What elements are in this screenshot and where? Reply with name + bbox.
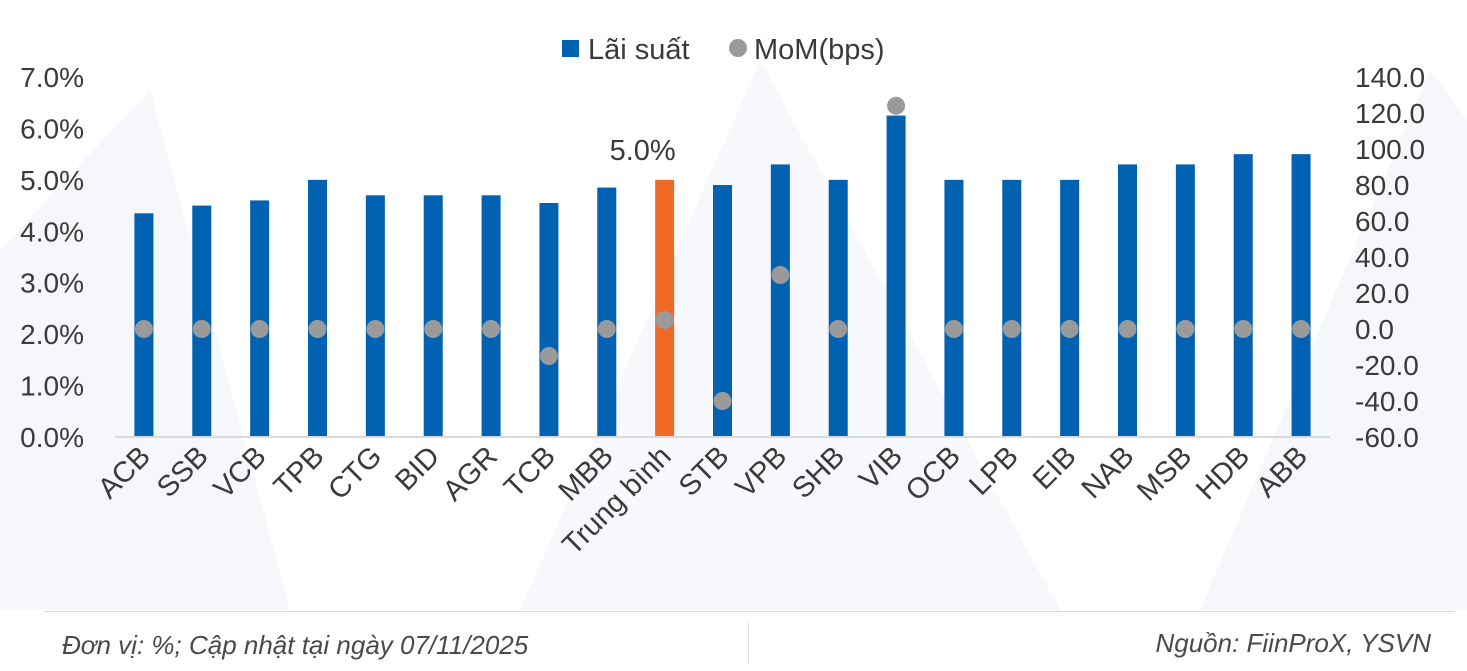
x-label-eib: EIB [1027,440,1083,496]
x-label-hdb: HDB [1190,440,1256,506]
left-axis-tick: 4.0% [20,216,84,247]
combo-chart: Lãi suất MoM(bps) 0.0% 1.0% 2.0% 3.0% 4.0% 5.0… [20,34,1467,610]
right-axis-tick: 20.0 [1355,278,1410,309]
bar-tcb [539,203,559,437]
mom-dot-acb [134,320,153,338]
mom-dot-tcb [539,347,558,365]
x-label-ctg: CTG [322,440,388,506]
mom-dot-nab [1118,320,1137,338]
footer-divider [44,611,1454,612]
legend-label-lai-suat: Lãi suất [588,34,690,66]
bar-bid [423,195,443,437]
bar-stb [713,185,732,437]
mom-dot-vib [887,96,906,115]
bar-eib [1060,179,1080,437]
bar-abb [1291,154,1311,437]
x-label-tpb: TPB [268,440,331,503]
left-axis-tick: 0.0% [20,422,84,453]
mom-dot-bid [424,320,443,338]
bar-agr [481,195,501,437]
right-axis-tick: -60.0 [1355,422,1419,453]
x-label-bid: BID [389,440,446,497]
source-note: Nguồn: FiinProX, YSVN [1155,628,1431,658]
bar-lpb [1002,179,1022,437]
bar-shb [828,179,848,437]
mom-dot-msb [1176,320,1195,338]
right-axis-tick: -40.0 [1355,386,1419,417]
x-label-agr: AGR [437,440,504,507]
chart-area: Lãi suất MoM(bps) 0.0% 1.0% 2.0% 3.0% 4.0% 5.0… [20,34,1467,610]
right-axis-tick: -20.0 [1355,350,1419,381]
unit-note: Đơn vị: %; Cập nhật tại ngày 07/11/2025 [62,630,529,660]
mom-dot-eib [1060,320,1079,338]
watermark-shape-center [520,60,1060,610]
legend-label-mom: MoM(bps) [754,34,885,66]
x-label-msb: MSB [1131,440,1198,507]
highlight-value-label: 5.0% [610,135,676,167]
right-axis-tick: 60.0 [1355,206,1410,237]
left-axis-tick: 6.0% [20,113,84,144]
right-axis-tick: 40.0 [1355,242,1410,273]
right-axis-tick: 140.0 [1355,62,1425,93]
mom-dot-abb [1292,320,1311,338]
right-axis-tick: 120.0 [1355,98,1425,129]
bar-mbb [597,187,617,437]
bar-msb [1175,164,1195,437]
right-axis-tick: 80.0 [1355,170,1410,201]
mom-dot-ctg [366,320,385,338]
mom-dot-ssb [192,320,211,338]
left-axis-tick: 2.0% [20,319,84,350]
mom-dot-lpb [1002,320,1021,338]
mom-dot-shb [829,320,848,338]
bar-tpb [308,179,327,437]
right-axis-tick: 0.0 [1355,314,1394,345]
bar-ocb [944,179,964,437]
bar-ctg [365,195,385,437]
mom-dot-mbb [597,320,616,338]
left-axis-tick: 5.0% [20,165,84,196]
mom-dot-tpb [308,320,327,338]
legend-dot-swatch [729,39,747,57]
mom-dot-vcb [250,320,269,338]
left-axis-tick: 7.0% [20,62,84,93]
x-label-tcb: TCB [498,440,562,504]
watermark-shape-right [1200,70,1467,610]
bar-vcb [250,200,270,437]
x-label-nab: NAB [1076,440,1141,505]
bar-vib [886,115,906,438]
bar-trung-bình [655,179,675,437]
mom-dot-trung-bình [655,311,674,329]
right-axis-tick: 100.0 [1355,134,1425,165]
bar-nab [1118,164,1137,437]
mom-dot-ocb [944,320,963,338]
bar-hdb [1233,154,1253,437]
mom-dot-stb [713,392,732,410]
left-axis-tick: 1.0% [20,371,84,402]
footer-separator [748,622,749,664]
bar-vpb [770,164,790,437]
mom-dot-agr [482,320,501,338]
mom-dot-hdb [1234,320,1253,338]
left-axis-tick: 3.0% [20,268,84,299]
legend-bar-swatch [562,40,579,57]
mom-dot-vpb [771,266,790,284]
